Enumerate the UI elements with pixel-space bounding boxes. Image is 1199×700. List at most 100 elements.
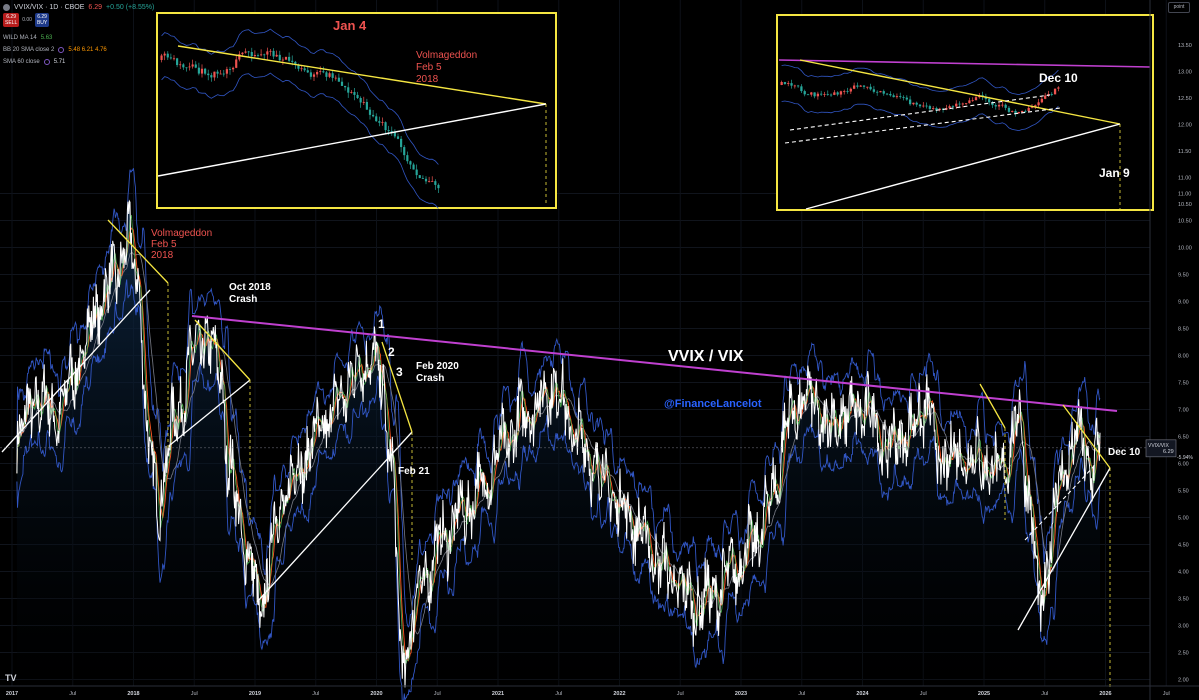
x-tick-label: 2023 — [735, 691, 747, 697]
y-tick-label: 9.50 — [1178, 273, 1189, 279]
sell-button[interactable]: 6.29 SELL — [3, 13, 20, 27]
candle-body — [200, 68, 204, 74]
candle-body — [852, 85, 856, 89]
annotation-label: Feb 2020 — [416, 361, 459, 372]
candle-body — [316, 71, 319, 75]
candle-body — [938, 108, 941, 110]
scale-mode-button[interactable]: point — [1168, 2, 1190, 13]
candle-body — [1053, 88, 1057, 95]
annotation-label: Crash — [229, 294, 257, 305]
candle-body — [312, 74, 316, 77]
candle-body — [415, 169, 418, 176]
inset-bb-lower — [781, 100, 1059, 132]
candle-body — [284, 56, 288, 60]
inset-right-label-jan9: Jan 9 — [1099, 166, 1130, 180]
candle-body — [194, 64, 197, 68]
candle-body — [222, 73, 225, 75]
settings-icon[interactable] — [58, 47, 65, 53]
candle-body — [803, 91, 806, 95]
symbol-title[interactable]: VVIX/VIX · 1D · CBOE — [14, 3, 85, 11]
y-tick-label: 8.50 — [1178, 327, 1189, 333]
spread-value: 0.00 — [22, 17, 32, 23]
indicator-legend-2[interactable]: SMA 60 close 5.71 — [3, 56, 65, 68]
candle-body — [1057, 87, 1060, 89]
x-tick-label: Jul — [1041, 691, 1048, 697]
support-line — [256, 431, 413, 603]
candle-body — [813, 92, 816, 97]
y-tick-label: 7.50 — [1178, 381, 1189, 387]
settings-icon[interactable] — [43, 59, 50, 65]
candle-body — [269, 50, 272, 52]
candle-body — [421, 178, 424, 179]
inset-right-frame — [776, 14, 1154, 211]
annotation-label: Feb 21 — [398, 466, 430, 477]
candle-body — [915, 102, 918, 105]
x-tick-label: Jul — [69, 691, 76, 697]
candle-body — [905, 97, 908, 100]
last-price-badge — [1145, 439, 1177, 458]
candle-body — [368, 109, 372, 115]
candle-body — [300, 68, 303, 70]
candle-body — [172, 58, 176, 60]
candle-body — [247, 51, 250, 53]
candle-body — [885, 93, 889, 95]
price-series — [16, 199, 1101, 688]
indicator-legend-0[interactable]: WILD MA 14 5.63 — [3, 32, 52, 44]
candle-body — [1014, 110, 1017, 114]
indicator-name: BB 20 SMA close 2 — [3, 47, 55, 53]
candle-body — [826, 93, 829, 95]
candle-body — [225, 69, 228, 74]
candle-body — [882, 91, 885, 94]
candle-body — [428, 181, 431, 183]
candle-body — [988, 99, 991, 103]
annotation-label: Crash — [416, 373, 444, 384]
candle-body — [322, 71, 325, 73]
price-line — [16, 199, 1101, 688]
candle-body — [179, 64, 182, 66]
long-term-resistance-line — [191, 315, 1118, 412]
y-tick-label: 2.00 — [1178, 678, 1189, 684]
inset-right-y-tick: 12.00 — [1178, 123, 1192, 129]
y-tick-label: 6.50 — [1178, 435, 1189, 441]
buy-button[interactable]: 6.29 BUY — [34, 13, 50, 27]
candle-body — [362, 101, 365, 103]
candle-body — [820, 93, 823, 95]
inset-bb-upper — [161, 28, 439, 165]
candle-body — [859, 85, 862, 87]
candle-body — [393, 132, 396, 137]
symbol-icon — [3, 3, 10, 11]
x-tick-label: Jul — [798, 691, 805, 697]
indicator-legend-1[interactable]: BB 20 SMA close 2 5.48 6.21 4.76 — [3, 44, 107, 56]
annotation-label: 2018 — [151, 250, 174, 261]
candle-body — [1040, 98, 1044, 103]
y-tick-label: 11.00 — [1178, 192, 1191, 198]
candle-body — [303, 68, 306, 71]
price-change: +0.50 (+8.55%) — [106, 3, 155, 11]
candle-body — [309, 72, 312, 77]
trade-buttons: 6.29 SELL 0.00 6.29 BUY — [3, 13, 50, 27]
indicator-name: SMA 60 close — [3, 59, 40, 65]
y-tick-label: 7.00 — [1178, 408, 1189, 414]
candle-body — [204, 68, 207, 74]
sell-label: SELL — [5, 20, 18, 26]
x-tick-label: Jul — [191, 691, 198, 697]
last-price-change: -5.94% — [1177, 455, 1193, 461]
candle-body — [899, 96, 902, 98]
triangle-resistance-line — [979, 383, 1006, 429]
inset-left-support — [157, 103, 547, 177]
candle-body — [862, 85, 866, 87]
inset-right-label-dec10: Dec 10 — [1039, 71, 1078, 85]
candle-body — [912, 102, 915, 105]
x-tick-label: Jul — [312, 691, 319, 697]
candle-body — [958, 103, 961, 105]
candle-body — [833, 92, 836, 95]
candle-body — [387, 130, 390, 132]
candle-body — [437, 184, 440, 189]
candle-body — [974, 97, 978, 101]
y-tick-label: 4.00 — [1178, 570, 1189, 576]
candle-body — [334, 77, 337, 79]
inset-left-frame — [156, 12, 557, 209]
annotation-label: 1 — [378, 317, 385, 331]
candle-body — [328, 73, 331, 77]
